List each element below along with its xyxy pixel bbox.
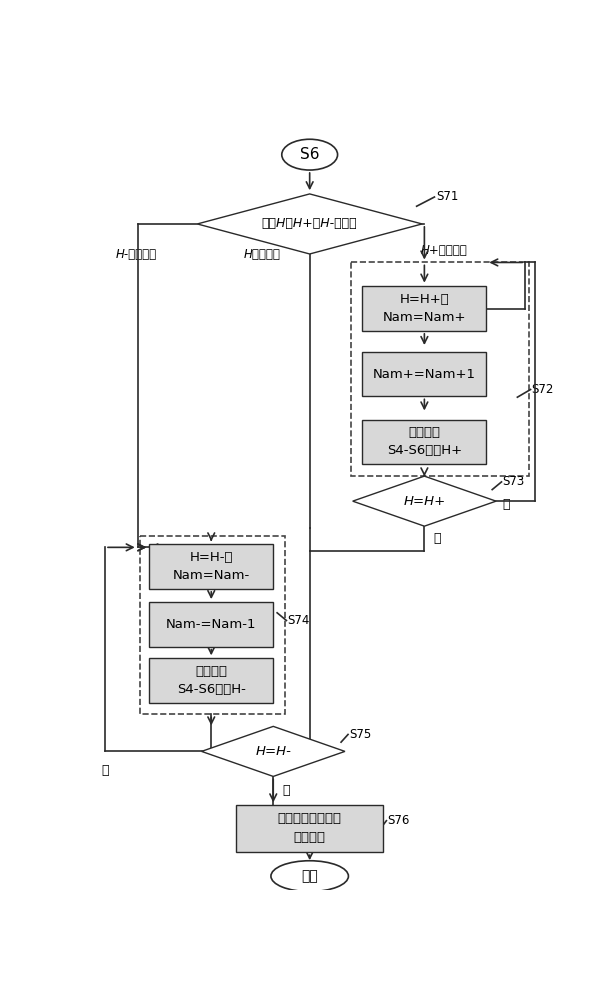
Text: Nam+=Nam+1: Nam+=Nam+1 (373, 368, 476, 381)
Text: H=H-: H=H- (255, 745, 291, 758)
FancyBboxPatch shape (362, 286, 486, 331)
Polygon shape (201, 726, 345, 776)
Text: S76: S76 (387, 814, 410, 827)
Text: S72: S72 (531, 383, 554, 396)
FancyBboxPatch shape (149, 658, 273, 703)
Text: 后的结果: 后的结果 (293, 831, 325, 844)
FancyBboxPatch shape (362, 352, 486, 396)
Polygon shape (197, 194, 422, 254)
Text: 比较H、H+和H-的大小: 比较H、H+和H-的大小 (262, 217, 358, 230)
FancyBboxPatch shape (149, 602, 273, 647)
Text: 否: 否 (101, 764, 109, 777)
Text: H=H+: H=H+ (404, 495, 445, 508)
Ellipse shape (282, 139, 338, 170)
Text: H-为最小値: H-为最小値 (116, 248, 157, 261)
Text: S74: S74 (287, 614, 310, 627)
Text: H为最小値: H为最小値 (243, 248, 280, 261)
Text: 重复步骤: 重复步骤 (195, 665, 227, 678)
FancyBboxPatch shape (149, 544, 273, 589)
Text: S6: S6 (300, 147, 319, 162)
Text: S4-S6得到H-: S4-S6得到H- (177, 683, 246, 696)
Text: S75: S75 (349, 728, 371, 741)
Text: 重复步骤: 重复步骤 (408, 426, 440, 439)
Text: Nam=Nam-: Nam=Nam- (172, 569, 250, 582)
Text: Nam=Nam+: Nam=Nam+ (382, 311, 466, 324)
Text: S71: S71 (436, 190, 459, 204)
Text: 否: 否 (502, 498, 510, 512)
Text: H=H-，: H=H-， (189, 551, 233, 564)
Text: Nam-=Nam-1: Nam-=Nam-1 (166, 618, 257, 631)
Ellipse shape (271, 861, 348, 892)
Text: 是: 是 (283, 784, 290, 797)
FancyBboxPatch shape (236, 805, 384, 852)
Text: S73: S73 (502, 475, 525, 488)
Text: 结束: 结束 (301, 869, 318, 883)
Text: H=H+，: H=H+， (399, 293, 450, 306)
Polygon shape (353, 476, 496, 526)
Text: H+为最小値: H+为最小値 (420, 244, 467, 257)
Text: 是: 是 (434, 532, 441, 545)
Text: S4-S6得到H+: S4-S6得到H+ (387, 444, 462, 457)
Text: 输出距离徙动校正: 输出距离徙动校正 (278, 812, 342, 825)
FancyBboxPatch shape (362, 420, 486, 464)
